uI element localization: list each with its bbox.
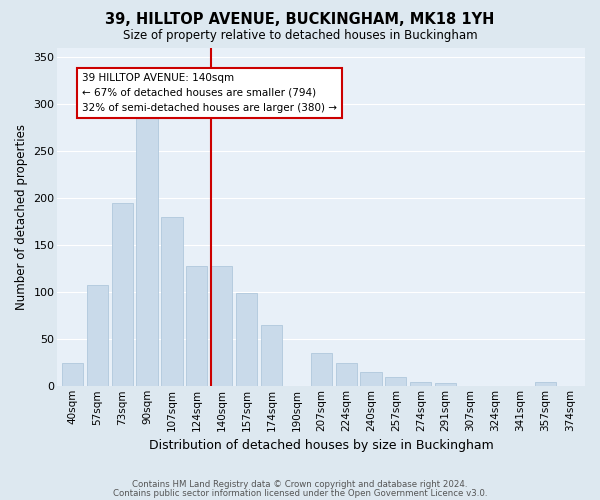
- Bar: [236, 293, 257, 386]
- Bar: [261, 325, 282, 386]
- Bar: [361, 372, 382, 386]
- Text: Contains HM Land Registry data © Crown copyright and database right 2024.: Contains HM Land Registry data © Crown c…: [132, 480, 468, 489]
- Bar: [410, 382, 431, 386]
- Text: Size of property relative to detached houses in Buckingham: Size of property relative to detached ho…: [122, 29, 478, 42]
- Text: Contains public sector information licensed under the Open Government Licence v3: Contains public sector information licen…: [113, 489, 487, 498]
- X-axis label: Distribution of detached houses by size in Buckingham: Distribution of detached houses by size …: [149, 440, 494, 452]
- Bar: [311, 354, 332, 386]
- Bar: [112, 203, 133, 386]
- Bar: [136, 114, 158, 386]
- Bar: [62, 362, 83, 386]
- Text: 39, HILLTOP AVENUE, BUCKINGHAM, MK18 1YH: 39, HILLTOP AVENUE, BUCKINGHAM, MK18 1YH: [106, 12, 494, 28]
- Bar: [186, 266, 208, 386]
- Bar: [435, 384, 456, 386]
- Bar: [211, 266, 232, 386]
- Y-axis label: Number of detached properties: Number of detached properties: [15, 124, 28, 310]
- Text: 39 HILLTOP AVENUE: 140sqm
← 67% of detached houses are smaller (794)
32% of semi: 39 HILLTOP AVENUE: 140sqm ← 67% of detac…: [82, 73, 337, 112]
- Bar: [385, 377, 406, 386]
- Bar: [161, 217, 182, 386]
- Bar: [335, 362, 356, 386]
- Bar: [86, 284, 108, 386]
- Bar: [535, 382, 556, 386]
